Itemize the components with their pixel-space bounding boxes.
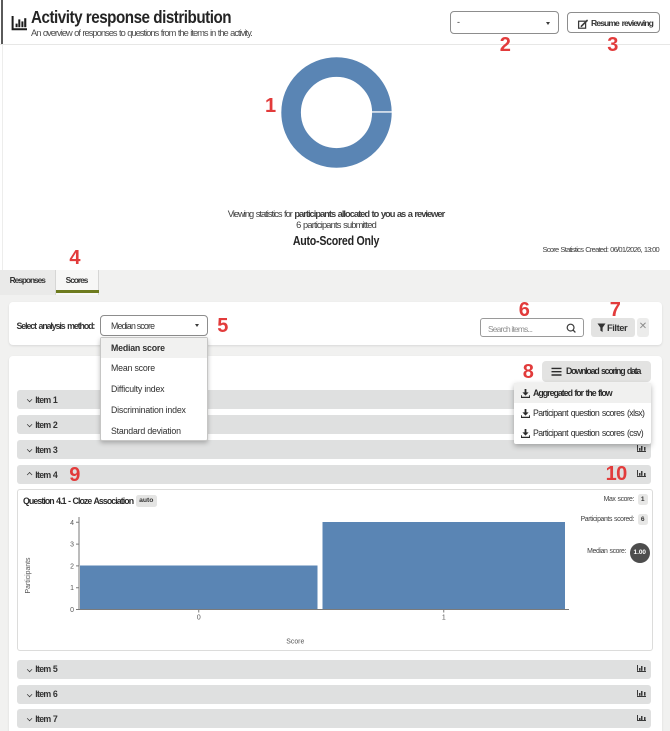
svg-text:0: 0 [197, 615, 201, 622]
svg-text:1: 1 [442, 615, 446, 622]
svg-text:Score: Score [286, 639, 304, 645]
svg-text:0: 0 [70, 607, 74, 614]
svg-text:3: 3 [70, 542, 74, 549]
svg-text:4: 4 [70, 520, 74, 527]
svg-text:1: 1 [70, 585, 74, 592]
svg-text:2: 2 [70, 563, 74, 570]
svg-text:Participants: Participants [25, 557, 32, 594]
